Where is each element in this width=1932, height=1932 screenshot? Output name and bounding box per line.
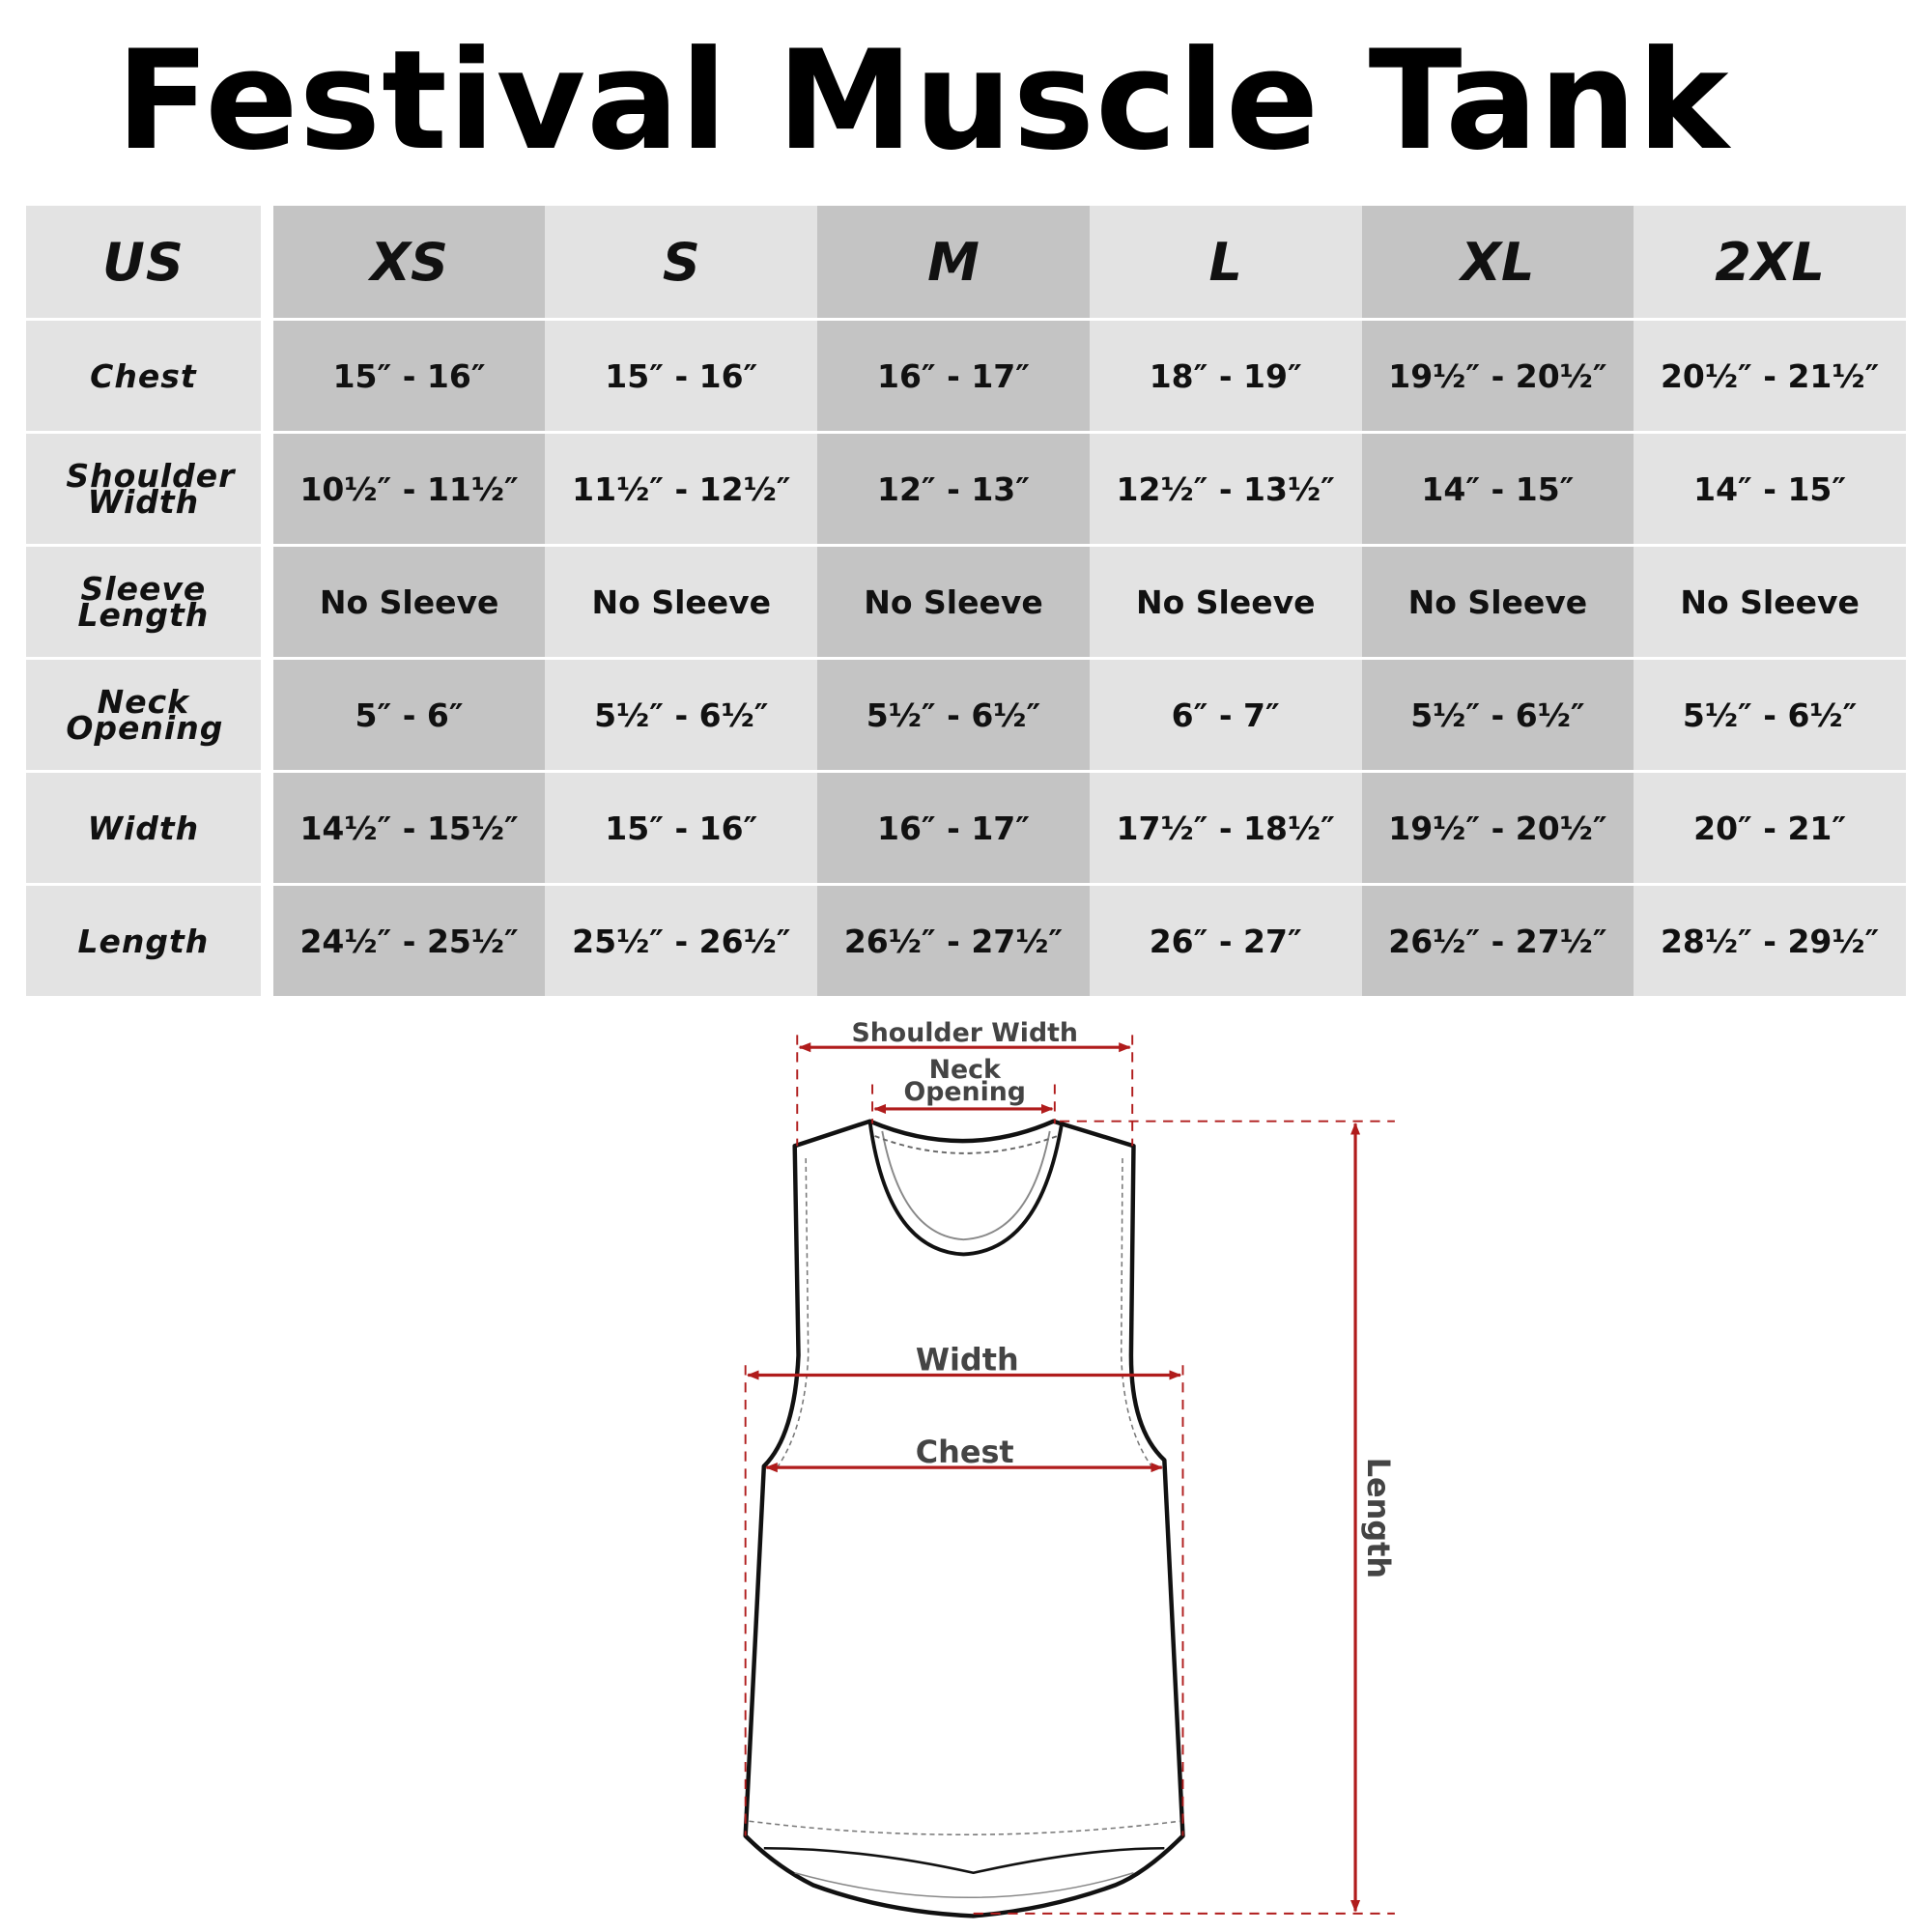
measurement-value: 6″ - 7″ [1089,660,1362,770]
region-header: US [26,206,261,318]
measurement-label: Shoulder Width [26,434,261,544]
neck-opening-label-line1: Neck [929,1055,1002,1085]
measurement-label-text: Shoulder Width [66,457,236,521]
measurement-value: 16″ - 17″ [817,773,1090,883]
measurement-value: 15″ - 16″ [545,773,818,883]
chest-label: Chest [916,1434,1014,1470]
measurement-value: 26½″ - 27½″ [817,886,1090,996]
measurement-value: 14″ - 15″ [1361,434,1634,544]
table-row: Neck Opening 5″ - 6″ 5½″ - 6½″ 5½″ - 6½″ 6″ … [26,660,1906,770]
measurement-value: 19½″ - 20½″ [1361,321,1634,431]
measurement-label-text: Length [77,922,210,960]
measurement-value: 14½″ - 15½″ [272,773,546,883]
measurement-label: Width [26,773,261,883]
table-row: Chest 15″ - 16″ 15″ - 16″ 16″ - 17″ 18″ - 19… [26,321,1906,431]
measurement-label: Sleeve Length [26,547,261,657]
table-header-row: US XS S M L XL 2XL [26,206,1906,318]
page-title: Festival Muscle Tank [116,21,1730,181]
size-chart-table: US XS S M L XL 2XL Chest 15″ - 16″ 15″ - 16″ 16″ -… [26,206,1906,999]
measurement-guides [744,1035,1395,1915]
measurement-label-text: Width [87,809,200,847]
measurement-label: Chest [26,321,261,431]
measurement-value: 25½″ - 26½″ [545,886,818,996]
size-header: 2XL [1634,206,1906,318]
measurement-value: 12″ - 13″ [817,434,1090,544]
measurement-value: 24½″ - 25½″ [272,886,546,996]
measurement-value: 26″ - 27″ [1089,886,1362,996]
measurement-value: 5″ - 6″ [272,660,546,770]
measurement-arrows [746,1042,1361,1913]
measurement-value: 15″ - 16″ [545,321,818,431]
measurement-value: 17½″ - 18½″ [1089,773,1362,883]
measurement-value: 26½″ - 27½″ [1361,886,1634,996]
measurement-value: 11½″ - 12½″ [545,434,818,544]
measurement-value: 16″ - 17″ [817,321,1090,431]
size-header: M [817,206,1090,318]
measurement-value: 10½″ - 11½″ [272,434,546,544]
measurement-value: 19½″ - 20½″ [1361,773,1634,883]
measurement-label-text: Chest [90,356,197,395]
measurement-value: 5½″ - 6½″ [545,660,818,770]
measurement-value: 12½″ - 13½″ [1089,434,1362,544]
measurement-value: 14″ - 15″ [1634,434,1906,544]
table-row: Length 24½″ - 25½″ 25½″ - 26½″ 26½″ - 27½″ 2… [26,886,1906,996]
tank-outline [743,1119,1185,1918]
shoulder-width-label: Shoulder Width [851,1018,1077,1048]
measurement-value: No Sleeve [1361,547,1634,657]
size-header: XS [272,206,546,318]
measurement-value: 20½″ - 21½″ [1634,321,1906,431]
measurement-value: 20″ - 21″ [1634,773,1906,883]
measurement-value: No Sleeve [272,547,546,657]
size-header: L [1089,206,1362,318]
measurement-value: No Sleeve [1634,547,1906,657]
measurement-value: No Sleeve [817,547,1090,657]
width-label: Width [916,1341,1019,1378]
size-header: XL [1361,206,1634,318]
table-row: Width 14½″ - 15½″ 15″ - 16″ 16″ - 17″ 17½″ -… [26,773,1906,883]
size-header: S [545,206,818,318]
measurement-label: Neck Opening [26,660,261,770]
measurement-value: 15″ - 16″ [272,321,546,431]
measurement-value: 18″ - 19″ [1089,321,1362,431]
measurement-value: 5½″ - 6½″ [1361,660,1634,770]
neck-opening-label-line2: Opening [903,1077,1026,1107]
table-row: Sleeve Length No Sleeve No Sleeve No Sleeve… [26,547,1906,657]
measurement-value: No Sleeve [545,547,818,657]
measurement-label-text: Neck Opening [66,683,224,747]
measurement-label-text: Sleeve Length [77,570,210,634]
measurement-value: 5½″ - 6½″ [1634,660,1906,770]
measurement-value: 28½″ - 29½″ [1634,886,1906,996]
measurement-label: Length [26,886,261,996]
length-label: Length [1360,1458,1397,1578]
table-row: Shoulder Width 10½″ - 11½″ 11½″ - 12½″ 12″ … [26,434,1906,544]
measurement-value: No Sleeve [1089,547,1362,657]
measurement-value: 5½″ - 6½″ [817,660,1090,770]
